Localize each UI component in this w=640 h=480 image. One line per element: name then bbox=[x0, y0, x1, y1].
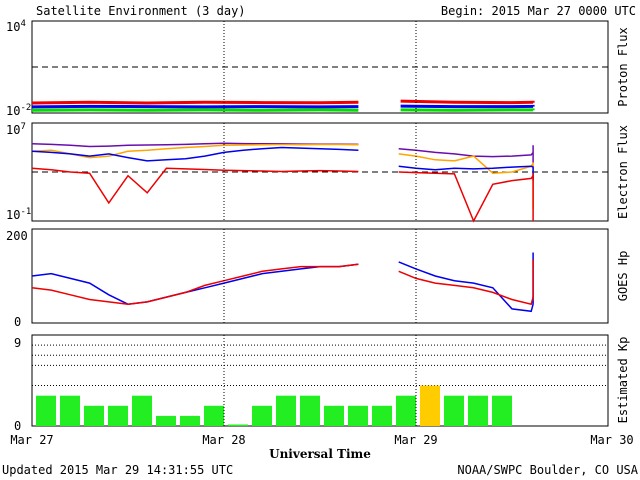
kp-bar bbox=[108, 405, 128, 426]
goes-hp-panel bbox=[31, 228, 609, 324]
kp-ytick-top: 9 bbox=[14, 336, 21, 350]
x-axis-title: Universal Time bbox=[269, 447, 371, 461]
proton-panel bbox=[31, 20, 609, 114]
goes_hp-series-red-0 bbox=[31, 263, 359, 305]
updated-timestamp: Updated 2015 Mar 29 14:31:55 UTC bbox=[2, 463, 233, 477]
electron-ytick-top: 107 bbox=[6, 122, 26, 137]
kp-bar bbox=[372, 405, 392, 426]
kp-bar bbox=[36, 395, 56, 426]
proton-series-blue-1 bbox=[400, 104, 535, 109]
xtick-mar29: Mar 29 bbox=[394, 433, 437, 447]
kp-bar bbox=[300, 395, 320, 426]
goes-hp-label: GOES Hp bbox=[616, 251, 630, 302]
proton-series-red-1 bbox=[400, 99, 535, 105]
proton-series-layer bbox=[31, 66, 608, 112]
xtick-mar30: Mar 30 bbox=[590, 433, 633, 447]
kp-bar bbox=[132, 395, 152, 426]
proton-series-red-0 bbox=[31, 100, 359, 105]
kp-bar bbox=[60, 395, 80, 426]
kp-bar bbox=[180, 415, 200, 426]
electron-series-red-0 bbox=[31, 167, 359, 205]
kp-bar bbox=[204, 405, 224, 426]
kp-bar bbox=[84, 405, 104, 426]
proton-series-blue-0 bbox=[31, 104, 359, 109]
goes-ytick-top: 200 bbox=[6, 229, 28, 243]
proton-ytick-top: 104 bbox=[6, 19, 26, 34]
electron-series-purple-1 bbox=[398, 145, 534, 163]
xtick-mar27: Mar 27 bbox=[10, 433, 53, 447]
kp-bar bbox=[468, 395, 488, 426]
kp-ytick-bottom: 0 bbox=[14, 419, 21, 433]
goes-ytick-bottom: 0 bbox=[14, 315, 21, 329]
electron-series-blue-0 bbox=[31, 146, 359, 162]
estimated-kp-label: Estimated Kp bbox=[616, 337, 630, 424]
kp-bar bbox=[396, 395, 416, 426]
goes_hp-series-blue-1 bbox=[398, 252, 534, 313]
proton-flux-label: Proton Flux bbox=[616, 27, 630, 106]
electron-panel bbox=[31, 122, 609, 222]
begin-timestamp: Begin: 2015 Mar 27 0000 UTC bbox=[441, 4, 636, 18]
electron-ytick-bottom: 10-1 bbox=[6, 207, 31, 222]
kp-bar bbox=[156, 415, 176, 426]
goes_hp-series-blue-0 bbox=[31, 263, 359, 305]
goes-hp-series-layer bbox=[31, 252, 534, 313]
day-boundary-lines bbox=[223, 21, 417, 426]
kp-bar bbox=[228, 424, 248, 426]
proton-ytick-bottom: 10-2 bbox=[6, 103, 31, 118]
electron-series-red-1 bbox=[398, 171, 534, 223]
xtick-mar28: Mar 28 bbox=[202, 433, 245, 447]
kp-bar bbox=[324, 405, 344, 426]
credit-text: NOAA/SWPC Boulder, CO USA bbox=[457, 463, 638, 477]
kp-bars-layer bbox=[32, 334, 608, 426]
kp-bar bbox=[348, 405, 368, 426]
plot-title: Satellite Environment (3 day) bbox=[36, 4, 246, 18]
kp-bar bbox=[420, 385, 440, 426]
kp-bar bbox=[252, 405, 272, 426]
kp-bar bbox=[276, 395, 296, 426]
goes_hp-series-red-1 bbox=[398, 259, 534, 306]
kp-bar bbox=[492, 395, 512, 426]
electron-flux-label: Electron Flux bbox=[616, 125, 630, 219]
electron-series-layer bbox=[31, 142, 608, 223]
electron-series-orange-0 bbox=[31, 143, 359, 159]
kp-bar bbox=[444, 395, 464, 426]
